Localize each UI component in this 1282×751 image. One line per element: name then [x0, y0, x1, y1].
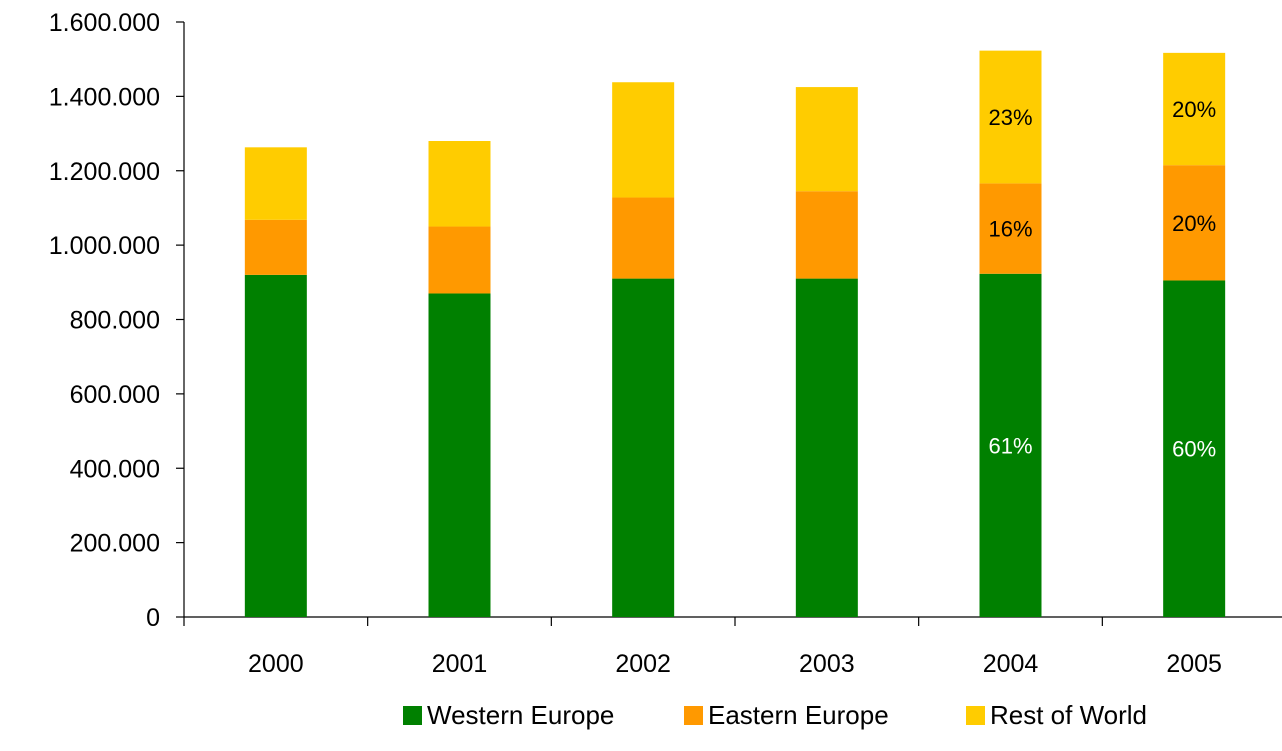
bar-segment	[612, 278, 675, 617]
x-tick-label: 2001	[432, 650, 488, 678]
bar-segment	[612, 197, 675, 279]
data-label: 61%	[988, 433, 1032, 458]
bar-segment	[795, 87, 858, 192]
y-tick-label: 400.000	[70, 455, 160, 483]
legend-swatch	[403, 706, 422, 725]
bar-segment	[244, 219, 307, 275]
y-tick-label: 1.200.000	[49, 158, 160, 186]
bars	[244, 50, 1226, 617]
bar-segment	[795, 278, 858, 617]
bar-segment	[1163, 280, 1226, 617]
y-tick-label: 800.000	[70, 307, 160, 335]
bar-segment	[979, 183, 1042, 274]
bar-segment	[428, 293, 491, 617]
bar-segment	[428, 141, 491, 227]
x-tick-label: 2002	[615, 650, 671, 678]
data-label: 23%	[988, 105, 1032, 130]
y-tick-label: 0	[146, 604, 160, 632]
x-tick-label: 2003	[799, 650, 855, 678]
y-tick-label: 600.000	[70, 381, 160, 409]
y-tick-label: 1.000.000	[49, 232, 160, 260]
bar-segment	[795, 191, 858, 279]
axes: 0 200.000 400.000 600.000 800.000 1.000.000 1.…	[49, 9, 1282, 678]
data-label: 20%	[1172, 211, 1216, 236]
legend-swatch	[684, 706, 703, 725]
y-tick-label: 1.600.000	[49, 9, 160, 37]
bar-segment	[979, 273, 1042, 617]
legend-label: Rest of World	[990, 700, 1147, 730]
data-label: 16%	[988, 217, 1032, 242]
legend-swatch	[966, 706, 985, 725]
data-label: 60%	[1172, 437, 1216, 462]
bar-segment	[1163, 52, 1226, 166]
legend-label: Western Europe	[427, 700, 614, 730]
x-tick-label: 2005	[1166, 650, 1222, 678]
bar-segment	[244, 274, 307, 617]
bar-segment	[1163, 165, 1226, 281]
y-tick-label: 200.000	[70, 530, 160, 558]
x-tick-label: 2000	[248, 650, 304, 678]
legend-label: Eastern Europe	[708, 700, 889, 730]
legend: Western Europe Eastern Europe Rest of Worl…	[403, 700, 1147, 730]
data-labels: 61% 16% 23% 60% 20% 20%	[988, 97, 1216, 462]
data-label: 20%	[1172, 97, 1216, 122]
bar-segment	[428, 226, 491, 294]
bar-segment	[244, 147, 307, 220]
y-tick-label: 1.400.000	[49, 83, 160, 111]
bar-segment	[979, 50, 1042, 184]
x-tick-label: 2004	[983, 650, 1039, 678]
bar-segment	[612, 82, 675, 198]
